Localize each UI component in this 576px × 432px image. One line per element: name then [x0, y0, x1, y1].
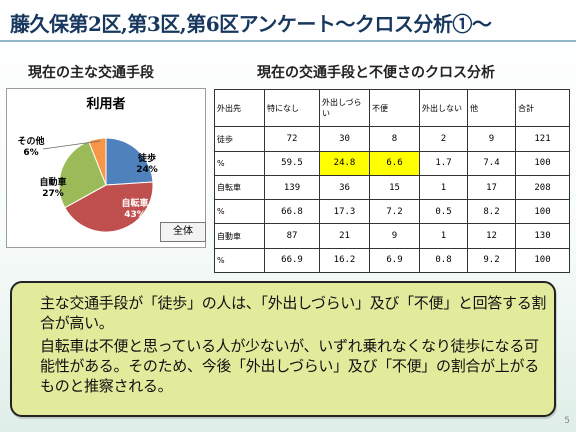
- table-cell: 66.9: [264, 247, 320, 274]
- pie-chart-title: 利用者: [86, 97, 126, 112]
- table-cell: 66.8: [264, 199, 320, 225]
- table-cell: 130: [515, 223, 570, 249]
- table-cell: 8: [369, 126, 420, 152]
- pie-chart-panel: 利用者 徒歩 24% 自転車 43% 自動車 27% その他 6%: [6, 88, 206, 248]
- table-cell: 1.7: [419, 150, 468, 176]
- table-cell: 8.2: [467, 199, 516, 225]
- table-row: % 66.9 16.2 6.9 0.8 9.2 100: [214, 247, 570, 274]
- table-cell: 100: [515, 150, 570, 176]
- table-header: 不便: [369, 88, 420, 128]
- table-cell: 100: [515, 247, 570, 274]
- table-cell: 139: [264, 174, 320, 201]
- table-cell: 1: [419, 223, 468, 249]
- table-header: 他: [467, 88, 516, 128]
- row-label: %: [214, 199, 265, 225]
- conclusion-paragraph-2: 自転車は不便と思っている人が少ないが、いずれ乗れなくなり徒歩になる可能性がある。…: [40, 337, 539, 395]
- table-row: % 59.5 24.8 6.6 1.7 7.4 100: [214, 150, 570, 176]
- table-row: 徒歩 72 30 8 2 9 121: [214, 126, 570, 152]
- table-header-row: 外出先 特になし 外出しづらい 不便 外出しない 他 合計: [214, 88, 570, 128]
- table-cell: 15: [369, 174, 420, 201]
- pie-leader-line: [42, 140, 101, 150]
- table-header: 外出しづらい: [319, 88, 370, 128]
- table-cell: 17.3: [319, 199, 370, 225]
- table-cell: 0.8: [419, 247, 468, 274]
- table-cell: 6.6: [369, 150, 420, 176]
- table-row: 自動車 87 21 9 1 12 130: [214, 223, 570, 249]
- table-cell: 36: [319, 174, 370, 201]
- pie-slice-percent: 27%: [42, 189, 64, 199]
- table-cell: 72: [264, 126, 320, 152]
- table-header: 特になし: [264, 88, 320, 128]
- table-cell: 7.4: [467, 150, 516, 176]
- table-header: 外出先: [214, 88, 265, 128]
- scope-button[interactable]: 全体: [160, 222, 206, 242]
- pie-slice-percent: 43%: [124, 210, 146, 220]
- pie-slice: [88, 137, 107, 186]
- table-cell: 1: [419, 174, 468, 201]
- left-subtitle: 現在の主な交通手段: [28, 65, 154, 81]
- table-cell: 208: [515, 174, 570, 201]
- table-row: % 66.8 17.3 7.2 0.5 8.2 100: [214, 199, 570, 225]
- table-cell: 16.2: [319, 247, 370, 274]
- table-cell: 59.5: [264, 150, 320, 176]
- table-cell: 87: [264, 223, 320, 249]
- page-number: 5: [564, 416, 570, 426]
- table-cell: 17: [467, 174, 516, 201]
- pie-slice-name: 自転車: [121, 197, 148, 209]
- table-cell: 0.5: [419, 199, 468, 225]
- table-cell: 24.8: [319, 150, 370, 176]
- table-cell: 21: [319, 223, 370, 249]
- table-cell: 121: [515, 126, 570, 152]
- table-cell: 6.9: [369, 247, 420, 274]
- table-cell: 30: [319, 126, 370, 152]
- pie-slice-percent: 6%: [23, 148, 38, 158]
- pie-slice-name: 自動車: [39, 176, 66, 188]
- table-cell: 7.2: [369, 199, 420, 225]
- row-label: 徒歩: [214, 126, 265, 152]
- cross-table: 外出先 特になし 外出しづらい 不便 外出しない 他 合計 徒歩 72 30 8 2 9 1…: [214, 88, 570, 274]
- table-cell: 9: [467, 126, 516, 152]
- table-header: 合計: [515, 88, 570, 128]
- table-cell: 9: [369, 223, 420, 249]
- table-cell: 9.2: [467, 247, 516, 274]
- slide-title: 藤久保第2区,第3区,第6区アンケート～クロス分析①～: [10, 12, 492, 36]
- pie-slice-name: 徒歩: [137, 152, 156, 164]
- table-cell: 12: [467, 223, 516, 249]
- row-label: %: [214, 247, 265, 274]
- pie-slice-name: その他: [17, 135, 44, 147]
- row-label: 自転車: [214, 174, 265, 201]
- row-label: %: [214, 150, 265, 176]
- row-label: 自動車: [214, 223, 265, 249]
- pie-slice: [64, 181, 154, 233]
- title-divider: [0, 40, 576, 42]
- conclusion-callout: 主な交通手段が「徒歩」の人は、「外出しづらい」及び「不便」と回答する割合が高い。…: [10, 281, 556, 417]
- right-subtitle: 現在の交通手段と不便さのクロス分析: [257, 65, 495, 81]
- table-cell: 2: [419, 126, 468, 152]
- table-cell: 100: [515, 199, 570, 225]
- table-header: 外出しない: [419, 88, 468, 128]
- pie-slice-percent: 24%: [136, 165, 158, 175]
- conclusion-paragraph-1: 主な交通手段が「徒歩」の人は、「外出しづらい」及び「不便」と回答する割合が高い。: [40, 294, 547, 332]
- table-row: 自転車 139 36 15 1 17 208: [214, 174, 570, 201]
- pie-slice: [105, 137, 154, 186]
